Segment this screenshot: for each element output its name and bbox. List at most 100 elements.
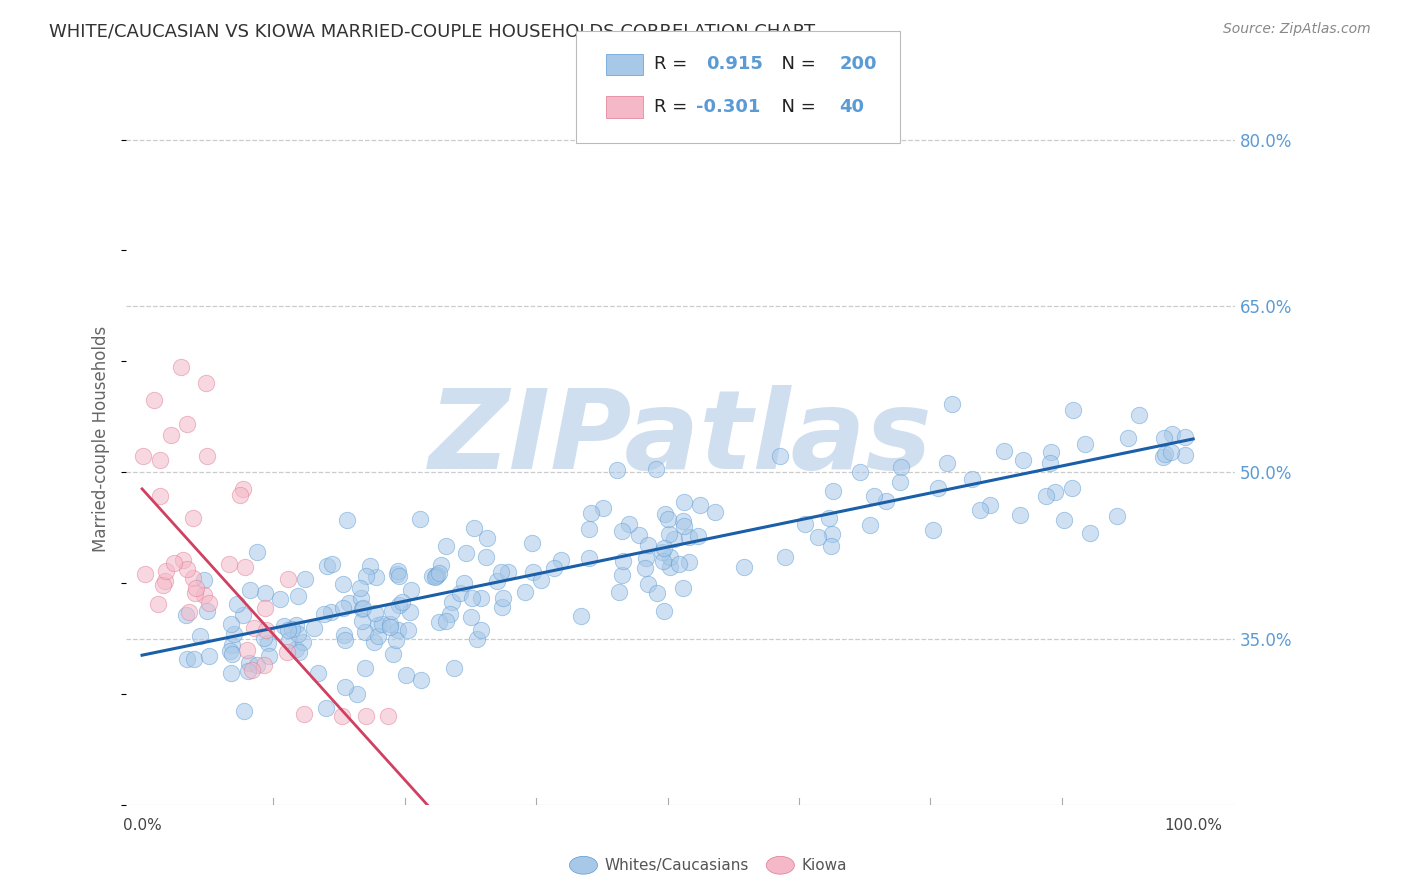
Point (337, 597, 360, 611)
Point (222, 626, 245, 640)
Point (453, 575, 475, 590)
Text: 0.0%: 0.0% (122, 818, 162, 833)
Point (449, 585, 471, 599)
Point (284, 618, 307, 632)
Point (474, 549, 496, 564)
Point (242, 621, 264, 635)
Point (426, 567, 449, 582)
Point (149, 453, 172, 467)
Point (890, 459, 912, 474)
Point (273, 619, 295, 633)
Point (634, 550, 657, 565)
Point (387, 623, 409, 637)
Point (277, 623, 299, 637)
Point (367, 617, 389, 632)
Point (578, 522, 600, 536)
Point (859, 517, 882, 532)
Point (332, 709, 354, 723)
Point (652, 604, 675, 618)
Point (233, 705, 256, 719)
Point (395, 668, 418, 682)
Point (465, 632, 488, 646)
Point (359, 558, 381, 573)
Point (969, 503, 991, 517)
Point (993, 444, 1015, 458)
Point (371, 617, 394, 632)
Point (170, 359, 193, 374)
Point (304, 621, 326, 635)
Point (221, 638, 243, 652)
Point (1045, 484, 1067, 499)
Point (436, 614, 458, 628)
Text: WHITE/CAUCASIAN VS KIOWA MARRIED-COUPLE HOUSEHOLDS CORRELATION CHART: WHITE/CAUCASIAN VS KIOWA MARRIED-COUPLE … (49, 22, 815, 40)
Point (276, 645, 298, 659)
Point (388, 569, 411, 583)
Point (522, 535, 544, 549)
Point (253, 632, 276, 646)
Point (704, 505, 727, 519)
Point (314, 607, 336, 622)
Point (152, 577, 174, 591)
Point (962, 472, 984, 486)
Point (197, 648, 219, 663)
Point (645, 586, 668, 600)
Point (1062, 402, 1084, 417)
Point (195, 449, 218, 463)
Point (1078, 526, 1101, 541)
Point (155, 564, 177, 578)
Point (454, 546, 477, 560)
Text: 100.0%: 100.0% (1164, 818, 1222, 833)
Point (307, 665, 329, 680)
Point (236, 665, 259, 679)
Point (233, 560, 256, 574)
Point (733, 559, 755, 574)
Point (849, 465, 872, 479)
Point (668, 558, 690, 572)
Point (367, 629, 389, 643)
Point (219, 666, 242, 681)
Point (1116, 431, 1139, 445)
Point (606, 462, 628, 476)
Point (409, 512, 432, 526)
Point (146, 597, 169, 611)
Point (818, 510, 841, 524)
Point (1074, 437, 1097, 451)
Point (316, 559, 339, 574)
Point (350, 591, 373, 606)
Point (281, 622, 304, 636)
Point (634, 561, 657, 575)
Point (291, 635, 314, 649)
Point (1153, 431, 1175, 445)
Point (163, 556, 186, 570)
Point (672, 581, 695, 595)
Point (269, 592, 291, 607)
Point (176, 417, 198, 432)
Point (396, 623, 419, 637)
Point (610, 567, 633, 582)
Point (1035, 489, 1057, 503)
Point (294, 573, 316, 587)
Point (672, 495, 695, 509)
Point (672, 514, 695, 528)
Point (1161, 427, 1184, 442)
Point (427, 566, 450, 581)
Point (1107, 508, 1129, 523)
Point (492, 591, 515, 605)
Point (460, 609, 482, 624)
Point (578, 551, 600, 566)
Point (195, 376, 218, 390)
Text: N =: N = (770, 98, 823, 116)
Point (654, 507, 676, 521)
Point (232, 482, 254, 496)
Point (420, 569, 443, 583)
Point (644, 461, 666, 475)
Point (232, 607, 254, 622)
Point (821, 484, 844, 499)
Point (381, 647, 404, 661)
Point (1010, 508, 1032, 523)
Point (470, 591, 492, 606)
Point (427, 615, 450, 629)
Point (363, 635, 385, 649)
Text: Source: ZipAtlas.com: Source: ZipAtlas.com (1223, 22, 1371, 37)
Point (288, 645, 311, 659)
